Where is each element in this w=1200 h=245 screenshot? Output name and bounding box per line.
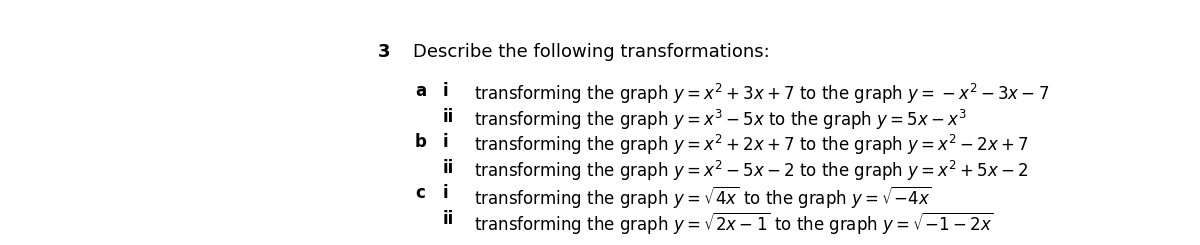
Text: Describe the following transformations:: Describe the following transformations: xyxy=(413,43,770,61)
Text: transforming the graph $y = x^2 + 2x + 7$ to the graph $y = x^2 - 2x + 7$: transforming the graph $y = x^2 + 2x + 7… xyxy=(474,133,1028,157)
Text: i: i xyxy=(443,133,449,151)
Text: transforming the graph $y = x^2 - 5x - 2$ to the graph $y = x^2 + 5x - 2$: transforming the graph $y = x^2 - 5x - 2… xyxy=(474,159,1028,183)
Text: i: i xyxy=(443,184,449,202)
Text: transforming the graph $y = x^2 + 3x + 7$ to the graph $y = -x^2 - 3x - 7$: transforming the graph $y = x^2 + 3x + 7… xyxy=(474,82,1049,106)
Text: ii: ii xyxy=(443,209,454,228)
Text: a: a xyxy=(415,82,426,100)
Text: ii: ii xyxy=(443,108,454,126)
Text: transforming the graph $y = x^3 - 5x$ to the graph $y = 5x - x^3$: transforming the graph $y = x^3 - 5x$ to… xyxy=(474,108,966,132)
Text: i: i xyxy=(443,82,449,100)
Text: b: b xyxy=(415,133,427,151)
Text: ii: ii xyxy=(443,159,454,177)
Text: transforming the graph $y = \sqrt{4x}$ to the graph $y = \sqrt{-4x}$: transforming the graph $y = \sqrt{4x}$ t… xyxy=(474,184,931,210)
Text: transforming the graph $y = \sqrt{2x - 1}$ to the graph $y = \sqrt{-1 - 2x}$: transforming the graph $y = \sqrt{2x - 1… xyxy=(474,209,994,235)
Text: c: c xyxy=(415,184,425,202)
Text: 3: 3 xyxy=(378,43,390,61)
